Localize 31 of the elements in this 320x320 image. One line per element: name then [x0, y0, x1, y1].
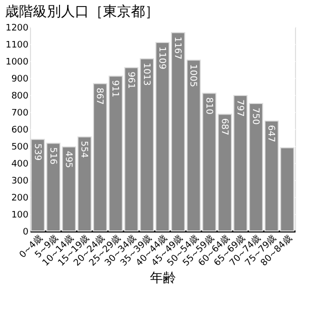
data-label: 516 — [47, 147, 58, 165]
y-tick-label: 500 — [11, 142, 29, 152]
data-label: 539 — [32, 143, 42, 161]
data-label: 647 — [266, 125, 276, 142]
y-tick-label: 700 — [11, 108, 29, 118]
data-label: 867 — [94, 88, 104, 105]
y-tick-label: 600 — [11, 126, 29, 136]
y-tick-label: 0 — [22, 228, 29, 238]
data-label: 911 — [110, 80, 120, 98]
y-tick-label: 100 — [11, 210, 29, 220]
data-label: 750 — [250, 108, 260, 125]
data-label: 1013 — [140, 62, 151, 86]
y-tick-label: 300 — [11, 176, 29, 186]
data-label: 687 — [218, 118, 229, 136]
y-tick-label: 200 — [11, 194, 29, 204]
data-label: 1005 — [188, 64, 198, 88]
data-label: 810 — [203, 97, 214, 115]
y-tick-label: 400 — [11, 160, 29, 170]
data-label: 961 — [125, 72, 136, 89]
y-tick-label: 1000 — [6, 58, 29, 68]
x-axis-title: 年齢 — [150, 270, 176, 286]
data-label: 1109 — [156, 46, 166, 70]
y-tick-label: 1200 — [6, 24, 29, 34]
data-label: 1167 — [172, 36, 182, 60]
data-label: 797 — [234, 100, 244, 117]
y-tick-label: 1100 — [6, 40, 29, 50]
data-label: 554 — [78, 140, 89, 158]
data-label: 495 — [62, 150, 73, 168]
y-tick-label: 800 — [11, 92, 29, 102]
chart-title: 歳階級別人口［東京都］ — [5, 4, 160, 20]
y-tick-label: 900 — [11, 74, 29, 84]
